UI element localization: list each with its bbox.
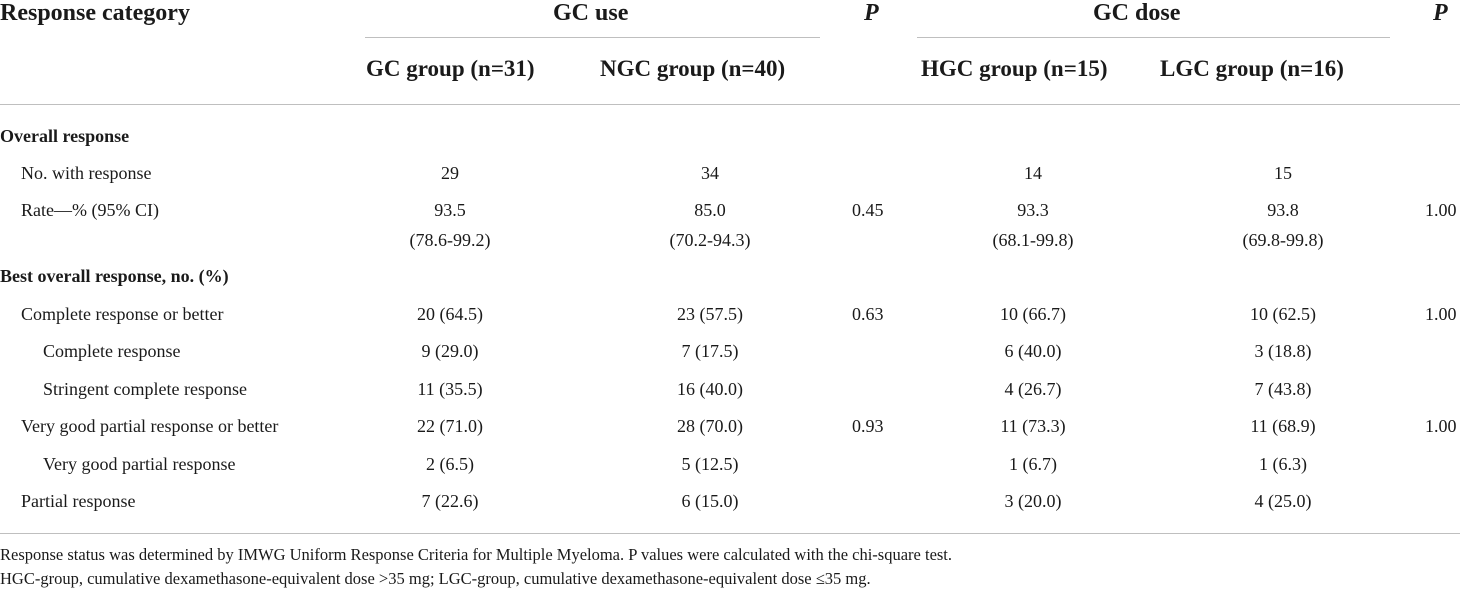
cell-hgc-ci: (68.1-99.8) (992, 230, 1074, 250)
cell-gc: 2 (6.5) (426, 454, 474, 474)
cell-lgc: 4 (25.0) (1254, 491, 1312, 511)
cell-gc: 7 (22.6) (421, 491, 479, 511)
cell-gc: 29 (441, 163, 459, 183)
cell-gc-ci: (78.6-99.2) (409, 230, 491, 250)
cell-ngc: 5 (12.5) (681, 454, 739, 474)
header-ngc-group: NGC group (n=40) (600, 56, 786, 81)
cell-ngc-ci: (70.2-94.3) (669, 230, 751, 250)
row-label: Very good partial response (43, 454, 236, 474)
cell-lgc-ci: (69.8-99.8) (1242, 230, 1324, 250)
row-label: No. with response (21, 163, 152, 183)
header-gc-use: GC use (553, 0, 629, 26)
header-lgc-group: LGC group (n=16) (1160, 56, 1344, 81)
cell-ngc: 23 (57.5) (677, 304, 743, 324)
cell-hgc: 3 (20.0) (1004, 491, 1062, 511)
header-p-value-1: P (864, 0, 879, 26)
header-gc-group: GC group (n=31) (366, 56, 535, 81)
table-bottom-rule (0, 533, 1460, 534)
header-hgc-group: HGC group (n=15) (921, 56, 1108, 81)
cell-lgc: 11 (68.9) (1250, 416, 1316, 436)
cell-lgc: 3 (18.8) (1254, 341, 1312, 361)
cell-lgc: 10 (62.5) (1250, 304, 1316, 324)
row-label: Partial response (21, 491, 136, 511)
header-response-category: Response category (0, 0, 190, 26)
cell-p1: 0.63 (852, 304, 884, 324)
row-label: Stringent complete response (43, 379, 247, 399)
header-p-value-2: P (1433, 0, 1448, 26)
cell-ngc: 34 (701, 163, 719, 183)
header-bottom-rule (0, 104, 1460, 105)
cell-hgc: 10 (66.7) (1000, 304, 1066, 324)
cell-gc: 11 (35.5) (417, 379, 483, 399)
cell-ngc: 6 (15.0) (681, 491, 739, 511)
footnote-2: HGC-group, cumulative dexamethasone-equi… (0, 569, 871, 588)
cell-p1: 0.45 (852, 200, 884, 220)
cell-lgc: 93.8 (1267, 200, 1299, 220)
cell-p2: 1.00 (1425, 200, 1457, 220)
cell-lgc: 1 (6.3) (1259, 454, 1307, 474)
cell-ngc: 16 (40.0) (677, 379, 743, 399)
cell-p2: 1.00 (1425, 416, 1457, 436)
row-label: Complete response or better (21, 304, 224, 324)
cell-gc: 20 (64.5) (417, 304, 483, 324)
cell-gc: 22 (71.0) (417, 416, 483, 436)
rule-gc-dose (917, 37, 1390, 38)
rule-gc-use (365, 37, 820, 38)
footnote-1: Response status was determined by IMWG U… (0, 545, 953, 564)
cell-lgc: 7 (43.8) (1254, 379, 1312, 399)
header-gc-dose: GC dose (1093, 0, 1181, 26)
row-label: Very good partial response or better (21, 416, 279, 436)
cell-ngc: 7 (17.5) (681, 341, 739, 361)
cell-gc: 9 (29.0) (421, 341, 479, 361)
section-overall-response: Overall response (0, 126, 130, 146)
cell-p1: 0.93 (852, 416, 884, 436)
cell-hgc: 6 (40.0) (1004, 341, 1062, 361)
section-best-overall-response: Best overall response, no. (%) (0, 266, 229, 286)
cell-lgc: 15 (1274, 163, 1292, 183)
cell-hgc: 11 (73.3) (1000, 416, 1066, 436)
row-label: Complete response (43, 341, 181, 361)
cell-p2: 1.00 (1425, 304, 1457, 324)
cell-ngc: 85.0 (694, 200, 726, 220)
cell-hgc: 1 (6.7) (1009, 454, 1057, 474)
cell-gc: 93.5 (434, 200, 466, 220)
row-label: Rate—% (95% CI) (21, 200, 159, 220)
cell-hgc: 93.3 (1017, 200, 1049, 220)
cell-ngc: 28 (70.0) (677, 416, 743, 436)
cell-hgc: 14 (1024, 163, 1042, 183)
cell-hgc: 4 (26.7) (1004, 379, 1062, 399)
